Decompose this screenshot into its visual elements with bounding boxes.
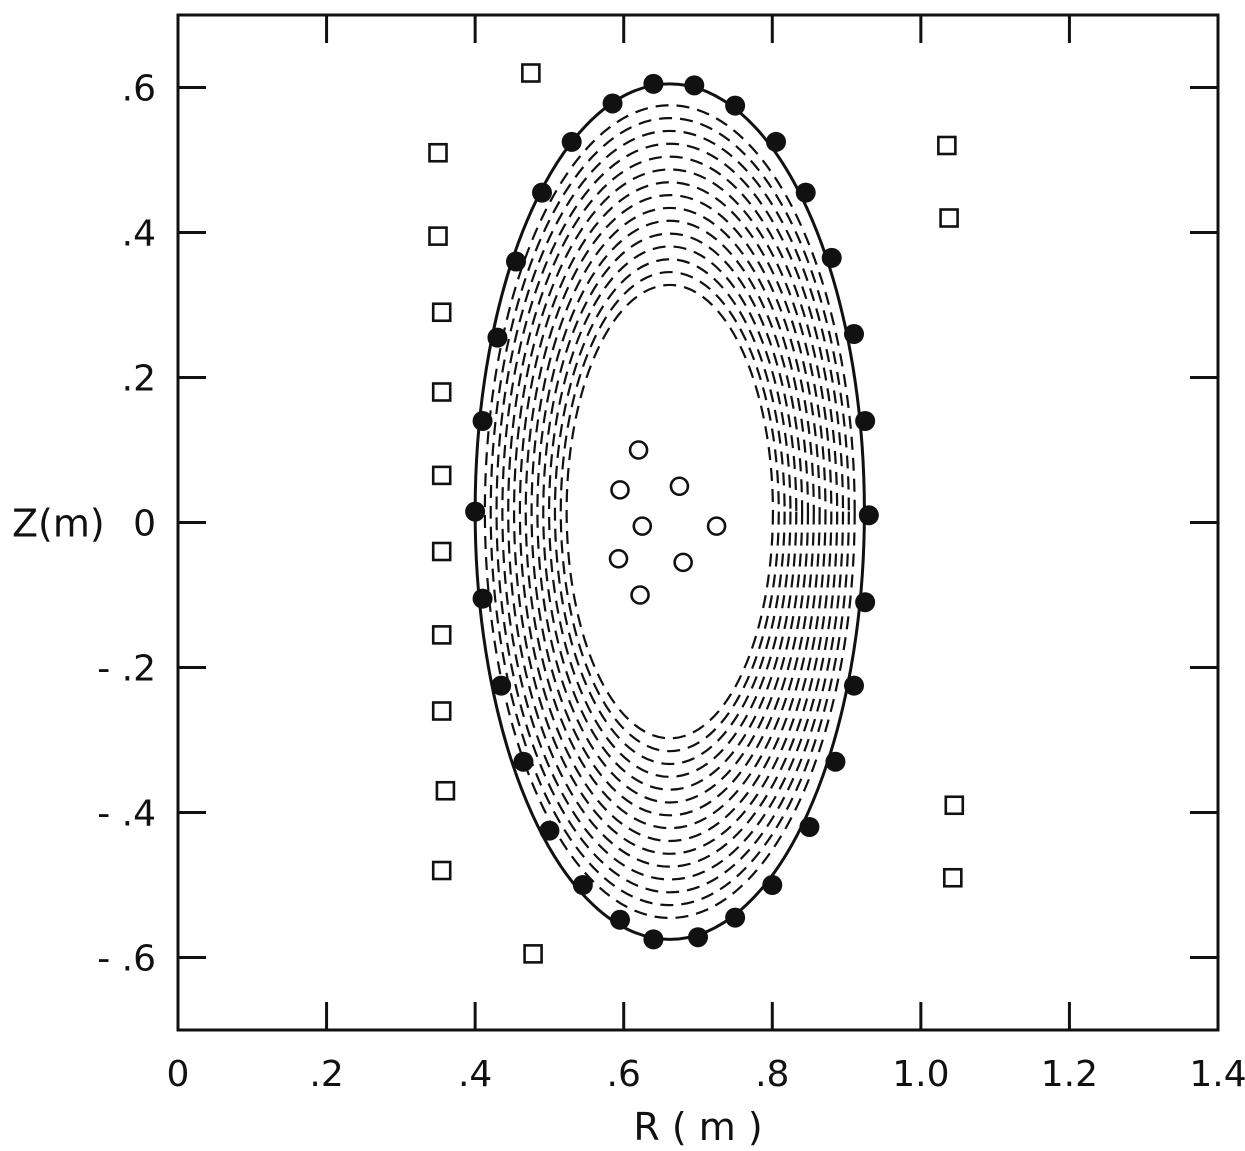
flux-surface xyxy=(495,129,845,894)
open-square-point xyxy=(428,142,448,163)
open-square-point xyxy=(939,208,959,228)
open-circle-point xyxy=(608,548,629,569)
open-square-point xyxy=(523,944,543,964)
filled-circle-point xyxy=(491,675,512,696)
open-square-point xyxy=(431,541,452,562)
filled-circle-point xyxy=(766,131,786,152)
open-circle-point xyxy=(610,480,630,500)
x-tick-label: 1.0 xyxy=(892,1054,949,1095)
x-tick-label: .6 xyxy=(607,1054,641,1095)
open-square-point xyxy=(431,302,452,323)
open-square-point xyxy=(431,465,452,486)
y-tick-label: .2 xyxy=(122,359,156,400)
filled-circle-point xyxy=(821,247,842,268)
filled-circle-point xyxy=(539,820,560,841)
flux-surface xyxy=(536,219,804,804)
x-tick-label: .4 xyxy=(458,1054,492,1095)
open-square-point xyxy=(428,226,448,246)
flux-surfaces xyxy=(483,104,856,920)
filled-circle-point xyxy=(472,588,493,609)
filled-circle-point xyxy=(643,73,664,94)
filled-circle-point xyxy=(684,75,705,96)
data-points xyxy=(428,63,965,964)
filled-circle-point xyxy=(472,411,493,431)
flux-surface xyxy=(565,283,775,740)
flux-surface xyxy=(548,245,792,778)
axis-ticks: 0 .2 .4 .6 .8 1.0 1.2 1.4 .6 .4 .2 0 - .2 - .4 - .6 xyxy=(97,15,1245,1095)
filled-circle-point xyxy=(762,875,783,895)
flux-surface xyxy=(483,104,856,920)
open-square-point xyxy=(431,701,452,721)
filled-circle-point xyxy=(561,131,582,152)
filled-circle-point xyxy=(855,411,876,431)
y-tick-label: .6 xyxy=(122,69,156,110)
open-square-point xyxy=(435,780,456,801)
filled-circle-point xyxy=(602,93,623,114)
open-square-point xyxy=(521,63,541,83)
flux-surface xyxy=(501,142,839,881)
open-square-point xyxy=(937,135,957,156)
x-axis-label: R ( m ) xyxy=(633,1105,762,1149)
filled-circle-point xyxy=(858,505,879,526)
flux-surface xyxy=(524,193,815,830)
flux-surface xyxy=(518,181,821,843)
flux-surface xyxy=(530,206,810,817)
plot-border xyxy=(176,13,1220,1032)
x-tick-label: 1.2 xyxy=(1041,1054,1098,1095)
flux-surface xyxy=(553,258,786,766)
filled-circle-point xyxy=(506,251,526,272)
flux-surface xyxy=(559,270,780,753)
open-circle-point xyxy=(630,585,650,605)
filled-circle-point xyxy=(532,182,552,203)
filled-circle-point xyxy=(825,751,846,772)
filled-circle-point xyxy=(799,817,820,837)
boundary-curve xyxy=(473,82,866,941)
filled-circle-point xyxy=(725,95,746,116)
filled-circle-point xyxy=(844,324,864,344)
filled-circle-point xyxy=(465,501,486,522)
open-square-point xyxy=(944,795,965,816)
filled-circle-point xyxy=(572,875,593,895)
y-axis-label: Z(m) xyxy=(12,502,105,546)
filled-circle-point xyxy=(795,182,816,203)
y-tick-label: - .2 xyxy=(97,649,156,690)
open-square-point xyxy=(431,382,452,402)
y-tick-label: - .6 xyxy=(97,939,156,980)
open-circle-point xyxy=(628,440,649,460)
flux-surface xyxy=(512,168,827,855)
open-circle-point xyxy=(673,552,693,573)
filled-circle-point xyxy=(513,751,534,772)
filled-circle-point xyxy=(855,592,876,613)
y-tick-label: - .4 xyxy=(97,794,156,835)
open-circle-point xyxy=(632,516,653,536)
flux-surface xyxy=(489,116,850,907)
filled-circle-point xyxy=(688,927,708,948)
x-tick-label: 0 xyxy=(167,1054,190,1095)
plot-frame xyxy=(176,13,1220,1032)
open-square-point xyxy=(942,867,963,888)
flux-surface xyxy=(507,155,833,868)
filled-circle-point xyxy=(487,327,508,348)
open-circle-point xyxy=(706,516,727,536)
filled-circle-point xyxy=(725,907,746,928)
y-tick-label: .4 xyxy=(122,214,156,255)
x-tick-label: .8 xyxy=(755,1054,789,1095)
filled-circle-point xyxy=(610,909,630,930)
flux-surface xyxy=(542,232,798,791)
open-square-point xyxy=(431,860,452,881)
filled-circle-point xyxy=(844,675,864,696)
open-circle-point xyxy=(669,476,690,497)
plasma-boundary xyxy=(473,82,866,941)
y-tick-label: 0 xyxy=(133,504,156,545)
x-tick-label: .2 xyxy=(309,1054,343,1095)
x-tick-label: 1.4 xyxy=(1189,1054,1245,1095)
open-square-point xyxy=(431,625,452,645)
filled-circle-point xyxy=(643,929,664,950)
